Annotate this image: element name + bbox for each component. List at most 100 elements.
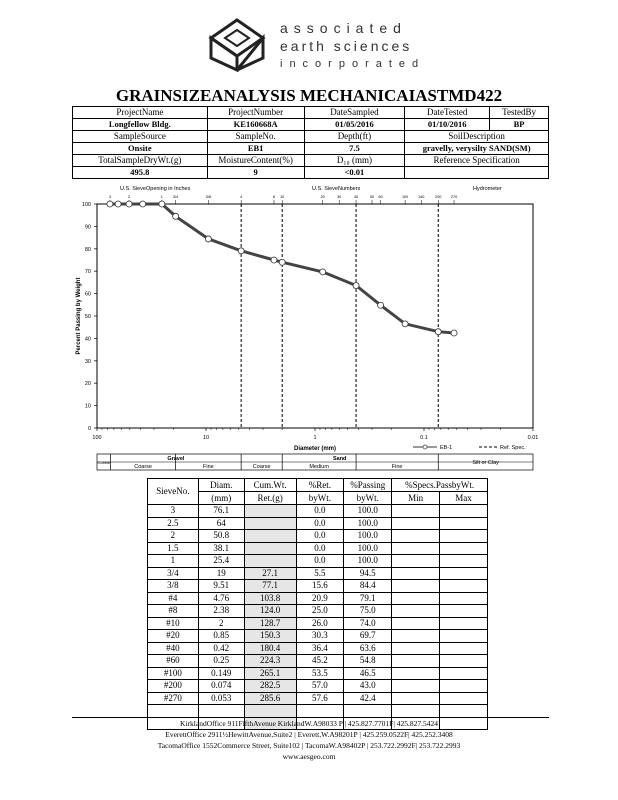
top-tick-label: 140 <box>418 195 424 199</box>
pct-ret-cell: 57.6 <box>295 691 345 705</box>
sieve-table: SieveNo. Diam. Cum.Wt. %Ret. %Passing %S… <box>147 478 488 730</box>
sieve-numbers-label: U.S. SieveNumbers <box>312 186 361 192</box>
table-row: 3 76.1 0.0 100.0 <box>147 504 488 518</box>
table-row: #100 0.149 265.1 53.5 46.5 <box>147 666 488 680</box>
footer-website: www.aesgeo.com <box>282 752 336 761</box>
spec-max-cell <box>439 516 488 530</box>
spec-min-cell <box>391 604 441 618</box>
cum-wt-cell <box>243 529 297 543</box>
sieve-no-cell: 1 <box>147 554 199 568</box>
top-tick-label: 50 <box>370 195 374 199</box>
sieve-no-cell: #4 <box>147 591 199 605</box>
date-sampled-label: DateSampled <box>303 106 406 119</box>
pct-passing-cell: 94.5 <box>343 566 393 580</box>
spec-max-cell <box>439 654 488 668</box>
spec-min-cell <box>391 554 441 568</box>
table-row: 1.5 38.1 0.0 100.0 <box>147 541 488 555</box>
total-dry-weight-value: 495.8 <box>72 166 208 179</box>
x-tick-label: 1 <box>313 435 316 441</box>
data-point <box>434 328 442 336</box>
pct-ret-cell: 57.0 <box>295 679 345 693</box>
spec-min-cell <box>391 641 441 655</box>
y-tick-label: 90 <box>85 224 91 230</box>
footer-kirkland: KirklandOffice 911FifthAvenue KirklandW.… <box>180 719 438 728</box>
diam-cell: 0.85 <box>197 629 245 643</box>
sieve-no-header: SieveNo. <box>147 478 199 505</box>
data-point <box>114 200 122 208</box>
spec-max-cell <box>439 604 488 618</box>
table-row: 3/4 19 27.1 5.5 94.5 <box>147 566 488 580</box>
moisture-content-value: 9 <box>206 166 305 179</box>
table-row: 2 50.8 0.0 100.0 <box>147 529 488 543</box>
pct-ret-cell: 26.0 <box>295 616 345 630</box>
pct-passing-cell: 100.0 <box>343 541 393 555</box>
sample-no-value: EB1 <box>206 142 305 155</box>
cum-wt-cell: 77.1 <box>243 579 297 593</box>
reference-spec-label: Reference Specification <box>404 154 549 167</box>
pct-passing-cell: 74.0 <box>343 616 393 630</box>
pct-ret-header: %Ret. <box>295 478 345 492</box>
pct-passing-unit-header: byWt. <box>343 491 393 505</box>
sieve-no-cell: 3 <box>147 504 199 518</box>
table-row: #20 0.85 150.3 30.3 69.7 <box>147 629 488 643</box>
spec-min-header: Min <box>391 491 441 505</box>
diam-cell: 0.053 <box>197 691 245 705</box>
pct-ret-cell: 30.3 <box>295 629 345 643</box>
footer-divider <box>72 717 549 718</box>
pct-passing-cell: 100.0 <box>343 529 393 543</box>
top-tick-label: 2 <box>128 195 130 199</box>
company-logo <box>208 18 266 72</box>
diam-cell: 2.38 <box>197 604 245 618</box>
pct-ret-unit-header: byWt. <box>295 491 345 505</box>
spec-max-cell <box>439 679 488 693</box>
pct-ret-cell: 53.5 <box>295 666 345 680</box>
pct-passing-cell: 84.4 <box>343 579 393 593</box>
date-sampled-value: 01/05/2016 <box>303 118 406 131</box>
project-name-label: ProjectName <box>72 106 208 119</box>
project-name-value: Longfellow Bldg. <box>72 118 208 131</box>
spec-max-cell <box>439 616 488 630</box>
legend-ref-label: Ref. Spec. <box>500 445 526 451</box>
top-tick-label: 60 <box>379 195 383 199</box>
table-row-empty <box>147 704 488 718</box>
silt-clay-label: Silt or Clay <box>472 460 499 466</box>
d10-label: D₁₀ (mm) <box>303 154 406 167</box>
company-name-line1: associated <box>280 20 407 36</box>
spec-max-cell <box>439 691 488 705</box>
top-tick-label: 3/8 <box>206 195 211 199</box>
data-point <box>401 320 409 328</box>
top-tick-label: 10 <box>280 195 284 199</box>
tested-by-label: TestedBy <box>489 106 549 119</box>
y-tick-label: 50 <box>85 314 91 320</box>
top-tick-label: 3 <box>109 195 111 199</box>
table-row: #10 2 128.7 26.0 74.0 <box>147 616 488 630</box>
empty-cell <box>391 704 441 718</box>
diam-cell: 38.1 <box>197 541 245 555</box>
spec-max-cell <box>439 666 488 680</box>
top-tick-label: 30 <box>337 195 341 199</box>
spec-max-cell <box>439 541 488 555</box>
pct-passing-header: %Passing <box>343 478 393 492</box>
empty-cell <box>243 704 297 718</box>
cum-wt-cell: 124.0 <box>243 604 297 618</box>
cum-wt-cell: 128.7 <box>243 616 297 630</box>
pct-passing-cell: 100.0 <box>343 516 393 530</box>
tested-by-value: BP <box>489 118 549 131</box>
data-point <box>237 247 245 255</box>
table-row: #270 0.053 285.6 57.6 42.4 <box>147 691 488 705</box>
company-name-line2: earth sciences <box>280 38 413 54</box>
pct-passing-cell: 63.6 <box>343 641 393 655</box>
y-tick-label: 100 <box>82 202 91 208</box>
date-tested-value: 01/10/2016 <box>404 118 491 131</box>
spec-max-cell <box>439 554 488 568</box>
pct-ret-cell: 0.0 <box>295 504 345 518</box>
sand-coarse-label: Coarse <box>253 464 271 470</box>
cum-wt-cell <box>243 516 297 530</box>
report-title: GRAINSIZEANALYSIS MECHANICAIASTMD422 <box>115 86 503 105</box>
d10-value: <0.01 <box>303 166 406 179</box>
spec-max-cell <box>439 579 488 593</box>
sieve-no-cell: 3/8 <box>147 579 199 593</box>
diam-cell: 9.51 <box>197 579 245 593</box>
gravel-coarse-label: Coarse <box>134 464 152 470</box>
y-tick-label: 20 <box>85 381 91 387</box>
